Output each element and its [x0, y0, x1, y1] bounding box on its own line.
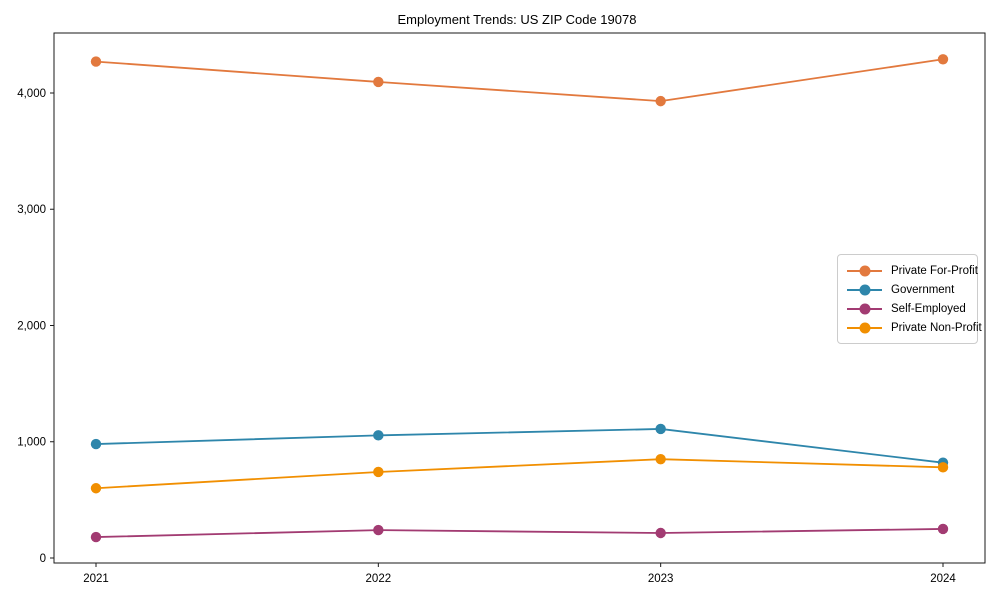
data-point-self-employed-2023: [655, 527, 666, 539]
data-point-private-non-profit-2024: [937, 462, 949, 473]
data-point-self-employed-2024: [937, 523, 949, 535]
series-line-private-non-profit: [95, 458, 944, 490]
data-point-private-for-profit-2024: [937, 54, 949, 65]
legend-line-marker-icon: [847, 284, 882, 295]
legend-dot-icon: [859, 303, 870, 314]
data-point-government-2023: [655, 423, 666, 435]
legend-line-marker-icon: [847, 322, 882, 333]
data-point-government-2021: [90, 438, 102, 450]
y-tick-label: 3,000: [17, 204, 46, 216]
legend-label: Private Non-Profit: [891, 321, 982, 334]
legend-dot-icon: [859, 322, 870, 333]
y-tick-label: 0: [40, 553, 46, 565]
data-point-private-for-profit-2021: [90, 56, 102, 67]
series-line-government: [95, 428, 944, 464]
plot-spines: [53, 32, 986, 564]
legend-label: Government: [891, 283, 955, 296]
data-point-government-2022: [373, 430, 384, 441]
legend-entry-government: Government: [847, 280, 969, 299]
legend-entry-private-for-profit: Private For-Profit: [847, 261, 978, 280]
series-line-private-for-profit: [95, 58, 944, 103]
x-tick-label: 2021: [83, 573, 109, 585]
y-tick-label: 2,000: [17, 320, 46, 332]
data-point-private-non-profit-2023: [655, 453, 666, 465]
x-tick-label: 2023: [648, 573, 674, 585]
x-tick-label: 2022: [366, 573, 392, 585]
data-point-private-for-profit-2022: [373, 76, 384, 88]
legend-label: Self-Employed: [891, 302, 966, 315]
legend-line-marker-icon: [847, 303, 882, 314]
y-tick-label: 1,000: [17, 437, 46, 449]
x-tick-label: 2024: [930, 573, 956, 585]
legend-label: Private For-Profit: [891, 264, 978, 277]
legend-line-marker-icon: [847, 265, 882, 276]
data-point-self-employed-2021: [90, 531, 102, 543]
chart-title: Employment Trends: US ZIP Code 19078: [398, 12, 637, 27]
data-point-private-non-profit-2022: [373, 466, 384, 478]
data-series: [90, 54, 949, 543]
y-tick-label: 4,000: [17, 88, 46, 100]
data-point-private-for-profit-2023: [655, 95, 666, 107]
legend-entry-private-non-profit: Private Non-Profit: [847, 318, 982, 337]
legend-dot-icon: [859, 265, 870, 276]
data-point-private-non-profit-2021: [90, 483, 102, 494]
legend-box: Private For-Profit Government Self-Employe…: [837, 254, 982, 344]
legend-entry-self-employed: Self-Employed: [847, 299, 969, 318]
series-line-self-employed: [95, 528, 944, 538]
legend-dot-icon: [859, 284, 870, 295]
data-point-self-employed-2022: [373, 524, 384, 536]
axes: 0 1,000 2,000 3,000 4,000 2021 2022 2023 2024: [17, 32, 986, 585]
